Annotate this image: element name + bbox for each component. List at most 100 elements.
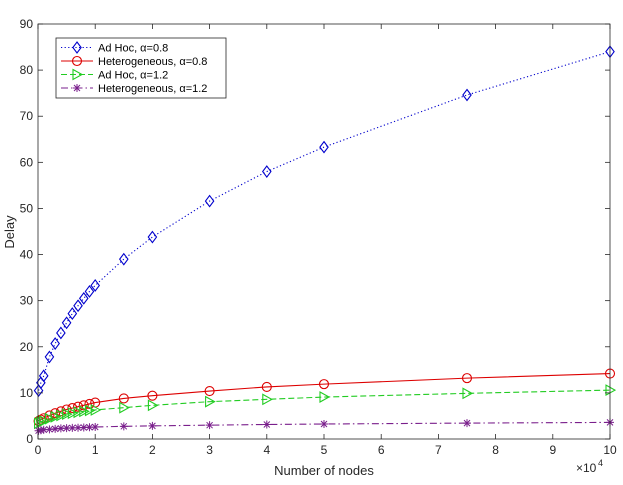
x-tick-label-0: 0 [35, 443, 42, 457]
series-1-point-13 [118, 252, 129, 266]
y-tick-label-70: 70 [20, 109, 34, 123]
series-layer [33, 45, 617, 435]
x-tick-label-3: 3 [206, 443, 213, 457]
x-exponent-power: 4 [598, 458, 603, 468]
series-4-point-15 [205, 421, 214, 430]
legend-label-2: Heterogeneous, α=0.8 [98, 56, 207, 68]
series-3 [34, 384, 617, 430]
series-3-point-7 [62, 408, 73, 421]
series-3-point-12 [90, 404, 102, 416]
y-tick-label-50: 50 [20, 201, 34, 215]
series-3-point-4 [44, 412, 56, 425]
series-4-point-10 [79, 423, 88, 432]
x-tick-label-8: 8 [492, 443, 499, 457]
series-4-point-8 [68, 423, 77, 432]
ticks-layer: 0 1 2 3 4 5 6 7 8 9 10 0 10 20 30 40 50 60 70 80 90 [20, 17, 617, 457]
series-2-point-14 [147, 390, 158, 401]
y-tick-label-40: 40 [20, 248, 34, 262]
y-tick-label-10: 10 [20, 386, 34, 400]
series-1-point-10 [78, 291, 89, 305]
y-tick-label-90: 90 [20, 17, 34, 31]
x-tick-label-7: 7 [435, 443, 442, 457]
series-3-point-15 [205, 395, 216, 408]
legend-label-3: Ad Hoc, α=1.2 [98, 70, 168, 82]
legend-label-1: Ad Hoc, α=0.8 [98, 43, 168, 55]
series-4-point-3 [39, 425, 48, 434]
y-tick-label-0: 0 [26, 432, 33, 446]
series-2-point-15 [204, 385, 215, 397]
series-2-point-11 [84, 398, 95, 410]
y-tick-label-80: 80 [20, 63, 34, 77]
series-1-point-8 [67, 307, 78, 320]
series-1-point-17 [319, 140, 329, 154]
legend-entry-4: Heterogeneous, α=1.2 [61, 83, 207, 95]
series-3-point-2 [36, 416, 47, 428]
y-axis-label: Delay [2, 215, 17, 249]
series-2-point-17 [318, 379, 330, 390]
x-tick-label-5: 5 [321, 443, 328, 457]
series-4-point-18 [463, 419, 471, 428]
series-3-point-14 [147, 399, 159, 412]
series-3-point-10 [79, 405, 90, 418]
y-tick-label-20: 20 [20, 340, 34, 354]
series-1-point-6 [56, 326, 66, 340]
x-axis-label: Number of nodes [274, 463, 374, 478]
x-tick-label-2: 2 [149, 443, 156, 457]
series-4-point-13 [119, 422, 128, 431]
series-1-line [38, 51, 611, 391]
x-exponent: ×10 4 [576, 458, 603, 475]
series-1-point-1 [33, 384, 44, 398]
x-exponent-base: ×10 [576, 461, 597, 475]
series-1-point-4 [44, 350, 55, 364]
series-3-point-13 [119, 401, 130, 414]
series-1-point-18 [462, 88, 472, 102]
series-1-point-3 [38, 369, 49, 383]
x-tick-label-4: 4 [263, 443, 270, 457]
series-4-point-7 [62, 424, 71, 433]
series-4-point-17 [320, 420, 328, 429]
series-3-line [38, 389, 611, 424]
series-1-point-5 [50, 337, 60, 350]
series-3-point-18 [462, 387, 474, 400]
legend-marker-1 [72, 41, 82, 54]
series-3-point-9 [73, 406, 85, 419]
series-3-point-11 [84, 404, 96, 417]
series-2-point-16 [261, 381, 272, 392]
x-tick-label-10: 10 [603, 443, 617, 457]
series-4-point-11 [85, 423, 94, 432]
legend-entry-2: Heterogeneous, α=0.8 [61, 55, 207, 68]
series-4-point-5 [51, 424, 60, 433]
legend-marker-2 [71, 55, 83, 67]
series-4-point-6 [56, 424, 65, 433]
series-3-point-17 [319, 391, 331, 403]
x-tick-label-1: 1 [92, 443, 99, 457]
series-2-point-13 [118, 393, 129, 404]
series-4-point-14 [148, 421, 157, 430]
legend-marker-3 [72, 68, 84, 81]
series-3-point-3 [39, 415, 50, 427]
series-1-point-16 [261, 165, 272, 178]
series-1-point-11 [84, 285, 95, 298]
series-3-point-5 [50, 410, 62, 423]
series-2-point-18 [461, 373, 473, 384]
legend-entry-1: Ad Hoc, α=0.8 [61, 41, 168, 55]
y-tick-label-60: 60 [20, 155, 34, 169]
series-4-point-12 [91, 423, 100, 432]
series-1-point-7 [61, 316, 72, 330]
legend-box [55, 37, 227, 99]
legend-marker-4 [73, 84, 81, 92]
x-tick-label-9: 9 [549, 443, 556, 457]
series-1-point-12 [90, 279, 101, 292]
x-tick-label-6: 6 [378, 443, 385, 457]
series-1-point-9 [73, 299, 83, 313]
series-4-point-4 [45, 425, 54, 434]
series-4-point-16 [262, 420, 271, 429]
series-3-point-16 [262, 393, 273, 406]
y-tick-label-30: 30 [20, 294, 34, 308]
series-3-point-8 [67, 407, 79, 420]
series-1-point-15 [204, 194, 215, 208]
legend-entry-3: Ad Hoc, α=1.2 [61, 68, 168, 82]
legend-label-4: Heterogeneous, α=1.2 [98, 83, 207, 95]
